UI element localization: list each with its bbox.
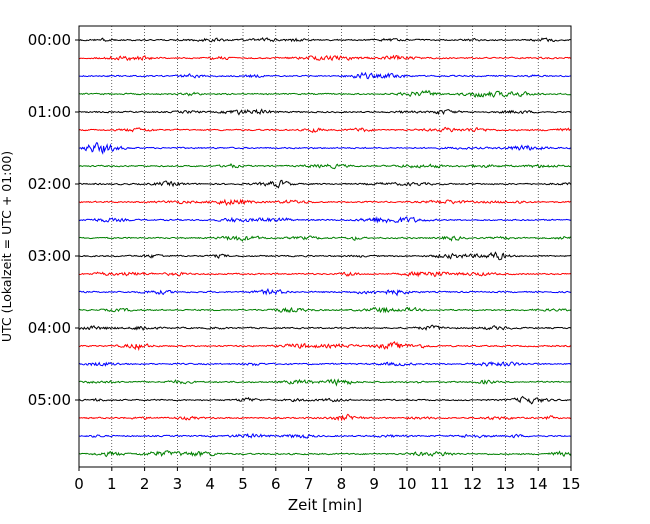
seismic-trace: [78, 216, 572, 224]
seismic-trace: [78, 89, 572, 98]
seismic-trace: [78, 361, 572, 367]
y-tick-label: 04:00: [28, 319, 71, 337]
x-tick-label: 14: [529, 475, 548, 493]
seismic-trace: [78, 432, 572, 439]
seismic-trace: [78, 413, 572, 422]
seismic-trace: [78, 37, 572, 43]
seismic-trace: [78, 306, 572, 314]
seismic-trace: [78, 142, 572, 155]
y-tick-label: 01:00: [28, 103, 71, 121]
seismic-trace: [78, 288, 572, 297]
y-tick-label: 03:00: [28, 247, 71, 265]
plot-frame: [78, 25, 572, 468]
seismic-trace: [78, 108, 572, 116]
seismic-trace: [78, 395, 572, 405]
x-tick-label: 7: [304, 475, 314, 493]
seismic-trace: [78, 450, 572, 458]
x-tick-label: 1: [107, 475, 117, 493]
x-axis-ticks: 0 1 2 3 4 5 6 7 8 9 10 11 12 13 14 15: [74, 467, 581, 493]
x-tick-label: 2: [140, 475, 150, 493]
seismic-trace: [78, 378, 572, 387]
x-tick-label: 3: [173, 475, 183, 493]
x-tick-label: 6: [271, 475, 281, 493]
y-tick-label: 00:00: [28, 31, 71, 49]
x-tick-label: 15: [561, 475, 580, 493]
x-tick-label: 10: [397, 475, 416, 493]
y-tick-label: 02:00: [28, 175, 71, 193]
seismic-trace: [78, 270, 572, 278]
y-axis-ticks: 00:00 01:00 02:00 03:00 04:00 05:00: [28, 31, 79, 409]
seismic-trace: [78, 251, 572, 261]
x-tick-label: 11: [430, 475, 449, 493]
y-axis-label: UTC (Lokalzeit = UTC + 01:00): [0, 151, 14, 342]
seismic-trace: [78, 179, 572, 189]
x-tick-label: 13: [496, 475, 515, 493]
seismic-trace: [78, 341, 572, 352]
seismic-traces: [78, 37, 572, 458]
seismic-trace: [78, 126, 572, 134]
x-tick-label: 5: [238, 475, 248, 493]
seismic-trace: [78, 235, 572, 242]
x-tick-label: 8: [337, 475, 347, 493]
seismic-trace: [78, 162, 572, 170]
seismic-trace: [78, 54, 572, 62]
x-tick-label: 0: [74, 475, 84, 493]
x-tick-label: 12: [463, 475, 482, 493]
seismic-trace: [78, 198, 572, 207]
seismic-trace: [78, 71, 572, 80]
x-tick-label: 4: [205, 475, 215, 493]
x-axis-label: Zeit [min]: [288, 496, 362, 514]
seismic-trace: [78, 324, 572, 331]
y-tick-label: 05:00: [28, 391, 71, 409]
x-tick-label: 9: [369, 475, 379, 493]
